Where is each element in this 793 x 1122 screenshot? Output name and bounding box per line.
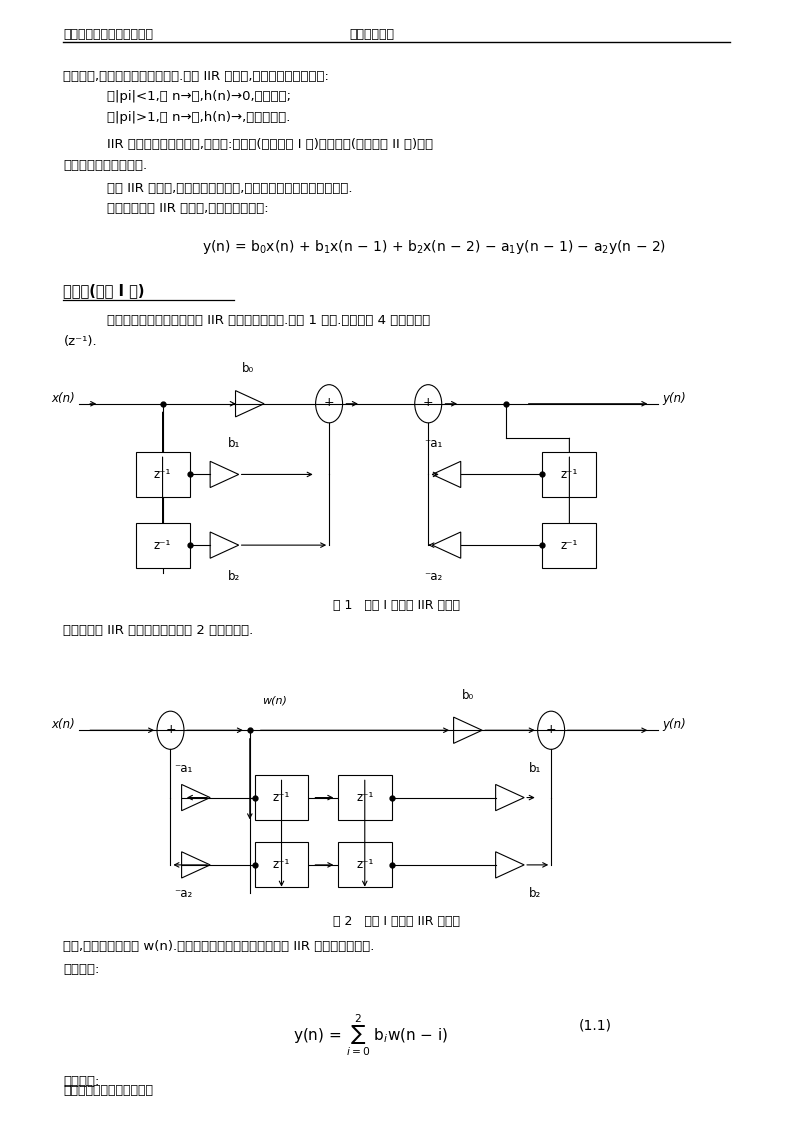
FancyBboxPatch shape bbox=[255, 775, 308, 820]
FancyBboxPatch shape bbox=[136, 452, 190, 497]
Text: b₁: b₁ bbox=[529, 762, 542, 775]
Text: z⁻¹: z⁻¹ bbox=[356, 791, 374, 804]
Text: 若|pi|<1,当 n→时,h(n)→0,系统稳定;: 若|pi|<1,当 n→时,h(n)→0,系统稳定; bbox=[107, 91, 291, 103]
Text: z⁻¹: z⁻¹ bbox=[154, 468, 171, 481]
FancyBboxPatch shape bbox=[136, 523, 190, 568]
Text: 根据上式可以得到直接二型 IIR 滤波器的结构图.如图 1 所示.共使用了 4 个延迟单元: 根据上式可以得到直接二型 IIR 滤波器的结构图.如图 1 所示.共使用了 4 … bbox=[107, 314, 431, 328]
Text: b₂: b₂ bbox=[228, 570, 239, 582]
Text: ⁻a₁: ⁻a₁ bbox=[174, 762, 193, 775]
FancyBboxPatch shape bbox=[255, 843, 308, 888]
Text: ⁻a₁: ⁻a₁ bbox=[424, 436, 442, 450]
FancyBboxPatch shape bbox=[542, 523, 596, 568]
Text: z⁻¹: z⁻¹ bbox=[273, 791, 290, 804]
Text: z⁻¹: z⁻¹ bbox=[273, 858, 290, 872]
FancyBboxPatch shape bbox=[338, 843, 392, 888]
Text: 直接型二阶 IIR 滤波器还可以用图 2 的结构实现.: 直接型二阶 IIR 滤波器还可以用图 2 的结构实现. bbox=[63, 624, 254, 636]
Text: (z⁻¹).: (z⁻¹). bbox=[63, 335, 97, 348]
Text: b₂: b₂ bbox=[530, 888, 542, 900]
Text: y(n) = $\sum_{i=0}^{2}$ b$_i$w(n − i): y(n) = $\sum_{i=0}^{2}$ b$_i$w(n − i) bbox=[293, 1013, 449, 1058]
Text: 图 2   直接 I 型二阶 IIR 滤波器: 图 2 直接 I 型二阶 IIR 滤波器 bbox=[333, 916, 460, 928]
Text: 若|pi|>1,当 n→时,h(n)→,系统不稳定.: 若|pi|>1,当 n→时,h(n)→,系统不稳定. bbox=[107, 111, 290, 125]
Text: 图 1   直接 I 型二阶 IIR 滤波器: 图 1 直接 I 型二阶 IIR 滤波器 bbox=[333, 599, 460, 611]
Text: ⁻a₂: ⁻a₂ bbox=[424, 570, 442, 582]
Text: 前向通道:: 前向通道: bbox=[63, 963, 100, 976]
Text: y(n): y(n) bbox=[662, 718, 686, 732]
Text: 换型、级联型和并联型.: 换型、级联型和并联型. bbox=[63, 159, 147, 172]
Text: 对于一个二阶 IIR 滤波器,其输出可以写成:: 对于一个二阶 IIR 滤波器,其输出可以写成: bbox=[107, 202, 269, 215]
Text: b₀: b₀ bbox=[242, 361, 255, 375]
Text: (1.1): (1.1) bbox=[579, 1019, 612, 1032]
Text: b₀: b₀ bbox=[462, 689, 474, 702]
Text: +: + bbox=[165, 723, 176, 736]
Text: 此时,延时变量变成了 w(n).可以证明上图的结构仍满足二阶 IIR 滤波器输出方程.: 此时,延时变量变成了 w(n).可以证明上图的结构仍满足二阶 IIR 滤波器输出… bbox=[63, 940, 375, 953]
Text: 存在极点,不会造成系数的不稳定.对于 IIR 滤波器,系统稳定的条件如下:: 存在极点,不会造成系数的不稳定.对于 IIR 滤波器,系统稳定的条件如下: bbox=[63, 70, 329, 83]
Text: +: + bbox=[324, 396, 335, 410]
Text: IIR 滤波器具有多种形式,主要有:直接型(也称直接 I 型)、标准型(也称直接 II 型)、变: IIR 滤波器具有多种形式,主要有:直接型(也称直接 I 型)、标准型(也称直接… bbox=[107, 138, 433, 151]
Text: +: + bbox=[423, 396, 434, 410]
Text: z⁻¹: z⁻¹ bbox=[561, 468, 578, 481]
Text: x(n): x(n) bbox=[52, 392, 75, 405]
Text: 太原理工大学现代科技学院: 太原理工大学现代科技学院 bbox=[63, 1084, 153, 1097]
Text: 直接型(直接 I 型): 直接型(直接 I 型) bbox=[63, 284, 145, 298]
Text: 太原理工大学现代科技学院: 太原理工大学现代科技学院 bbox=[63, 28, 153, 42]
Text: z⁻¹: z⁻¹ bbox=[356, 858, 374, 872]
Text: 二阶 IIR 滤波器,又称为二阶基本节,分为直接型、标准型和变换型.: 二阶 IIR 滤波器,又称为二阶基本节,分为直接型、标准型和变换型. bbox=[107, 182, 353, 194]
Text: +: + bbox=[546, 723, 557, 736]
Text: w(n): w(n) bbox=[262, 696, 286, 706]
Text: 课程设计报告: 课程设计报告 bbox=[349, 28, 394, 42]
Text: b₁: b₁ bbox=[228, 436, 240, 450]
Text: y(n) = b$_0$x(n) + b$_1$x(n − 1) + b$_2$x(n − 2) − a$_1$y(n − 1) − a$_2$y(n − 2): y(n) = b$_0$x(n) + b$_1$x(n − 1) + b$_2$… bbox=[202, 238, 666, 256]
Text: ⁻a₂: ⁻a₂ bbox=[174, 888, 193, 900]
Text: 反馈通道:: 反馈通道: bbox=[63, 1075, 100, 1088]
Text: y(n): y(n) bbox=[662, 392, 686, 405]
FancyBboxPatch shape bbox=[338, 775, 392, 820]
Text: x(n): x(n) bbox=[52, 718, 75, 732]
Text: z⁻¹: z⁻¹ bbox=[561, 539, 578, 552]
FancyBboxPatch shape bbox=[542, 452, 596, 497]
Text: z⁻¹: z⁻¹ bbox=[154, 539, 171, 552]
